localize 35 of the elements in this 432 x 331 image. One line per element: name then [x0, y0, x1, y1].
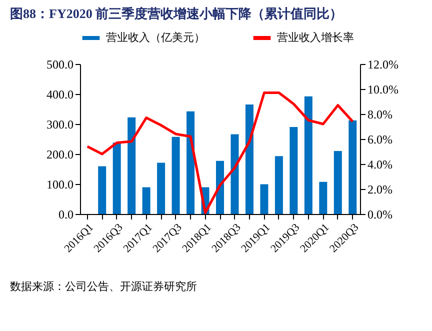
line-series	[86, 92, 354, 214]
y-tick-label: 500.0	[46, 58, 74, 72]
bar	[112, 142, 121, 214]
y2-tick-label: 4.0%	[368, 158, 392, 172]
y2-tick-label: 6.0%	[368, 132, 392, 146]
bar	[334, 151, 342, 214]
bar	[290, 127, 298, 214]
bar	[186, 111, 195, 214]
source-note: 数据来源：公司公告、开源证券研究所	[10, 280, 197, 293]
bar	[260, 184, 268, 214]
bar	[172, 136, 180, 214]
chart-title: 图88：FY2020 前三季度营收增速小幅下降（累计值同比）	[10, 6, 343, 21]
legend-label: 营业收入增长率	[277, 31, 354, 44]
y-tick-label: 300.0	[46, 118, 74, 132]
bar	[128, 117, 136, 214]
bar	[230, 134, 239, 214]
y-tick-label: 0.0	[58, 208, 74, 222]
y-tick-label: 100.0	[46, 178, 74, 192]
y2-tick-label: 0.0%	[368, 208, 392, 222]
bar	[319, 182, 328, 214]
bar	[98, 166, 106, 214]
y-tick-label: 400.0	[46, 88, 74, 102]
bar	[348, 120, 357, 214]
y2-tick-label: 2.0%	[368, 182, 392, 196]
y2-tick-label: 8.0%	[368, 108, 392, 122]
bar	[245, 104, 254, 214]
bar	[142, 187, 150, 214]
bar	[157, 162, 166, 214]
bar	[216, 160, 224, 214]
y2-tick-label: 10.0%	[368, 82, 398, 96]
y-tick-label: 200.0	[46, 148, 74, 162]
y2-tick-label: 12.0%	[368, 58, 398, 72]
bar	[274, 156, 283, 214]
legend-label: 营业收入（亿美元）	[106, 31, 205, 44]
bar	[304, 96, 312, 214]
